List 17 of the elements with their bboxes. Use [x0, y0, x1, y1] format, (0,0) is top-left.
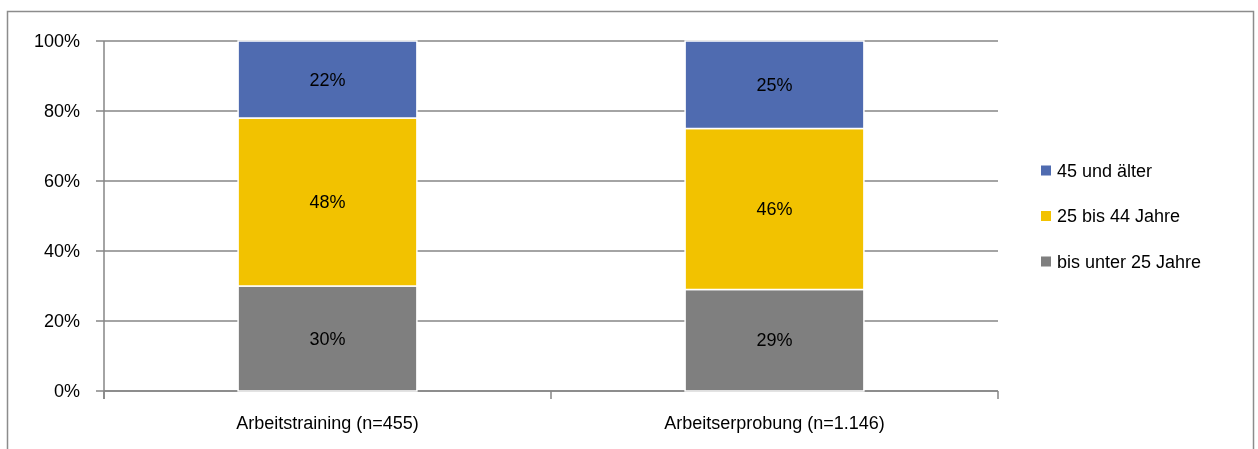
- text: 46%: [756, 199, 793, 219]
- text: 25%: [756, 74, 793, 95]
- x-tick-label: Arbeitstraining (n=455): [236, 413, 419, 433]
- text: 48%: [309, 192, 346, 212]
- text: 29%: [756, 330, 793, 351]
- legend-label: bis unter 25 Jahre: [1057, 251, 1202, 272]
- x-tick-label: Arbeitserprobung (n=1.146): [664, 413, 885, 433]
- legend-label: 25 bis 44 Jahre: [1057, 206, 1181, 226]
- y-tick-label: 40%: [43, 241, 80, 261]
- y-tick-label: 60%: [43, 171, 80, 191]
- y-tick-label: 80%: [43, 101, 80, 121]
- legend-label: 45 und älter: [1057, 160, 1153, 181]
- text: 22%: [309, 69, 346, 90]
- y-tick-label: 100%: [33, 31, 80, 51]
- y-tick-label: 20%: [43, 311, 80, 331]
- y-tick-label: 0%: [53, 381, 80, 401]
- text: 30%: [309, 328, 346, 349]
